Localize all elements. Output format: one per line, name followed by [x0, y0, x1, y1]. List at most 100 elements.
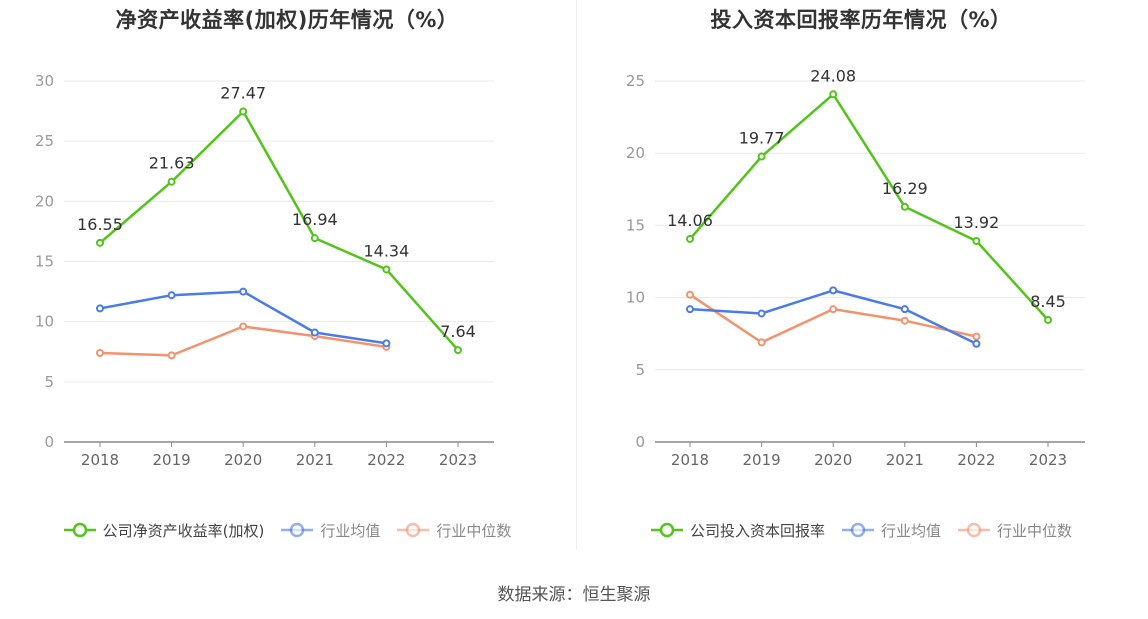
data-point[interactable]	[310, 234, 319, 243]
x-tick-label: 2018	[81, 451, 119, 469]
legend: 公司净资产收益率(加权) 行业均值 行业中位数	[0, 518, 574, 542]
roe-chart-panel: 净资产收益率(加权)历年情况（%） 0 5 10 15 20 25 30 2018 2019 20…	[0, 0, 574, 560]
x-tick-label: 2022	[957, 451, 995, 469]
legend-line-icon	[841, 522, 874, 538]
x-tick-label: 2022	[367, 451, 405, 469]
y-tick-label: 15	[35, 253, 54, 271]
y-tick-label: 20	[626, 144, 645, 162]
x-tick-label: 2021	[886, 451, 924, 469]
data-point[interactable]	[96, 238, 104, 247]
x-tick-label: 2020	[814, 451, 852, 469]
data-point[interactable]	[382, 265, 391, 274]
data-label: 16.55	[77, 215, 123, 234]
roe-plot: 0 5 10 15 20 25 30 2018 2019 2020 2021 2022 2023 16.5…	[35, 72, 494, 469]
series-line	[99, 290, 387, 345]
data-point[interactable]	[167, 291, 176, 300]
y-tick-label: 5	[44, 373, 54, 391]
data-point[interactable]	[829, 305, 838, 314]
chart-title: 投入资本回报率历年情况（%）	[710, 8, 1012, 32]
y-tick-label: 30	[35, 72, 54, 90]
data-label: 16.29	[882, 179, 928, 198]
data-point[interactable]	[310, 328, 319, 337]
legend-line-icon	[397, 522, 430, 538]
series-line	[689, 289, 977, 345]
data-point[interactable]	[96, 348, 104, 357]
legend-item[interactable]: 行业中位数	[396, 520, 511, 541]
data-label: 27.47	[220, 83, 266, 102]
data-point[interactable]	[972, 236, 981, 245]
data-point[interactable]	[757, 309, 766, 318]
data-point[interactable]	[686, 305, 694, 314]
y-tick-label: 0	[44, 433, 54, 451]
data-point[interactable]	[686, 234, 694, 243]
x-tick-label: 2023	[439, 451, 477, 469]
data-point[interactable]	[757, 338, 766, 347]
x-tick-label: 2021	[296, 451, 334, 469]
data-point[interactable]	[829, 90, 838, 99]
legend-label: 行业中位数	[436, 521, 512, 540]
series-line	[99, 325, 387, 357]
series-line	[689, 93, 1049, 321]
y-tick-label: 10	[35, 313, 54, 331]
legend-label: 行业中位数	[997, 521, 1073, 540]
data-point[interactable]	[972, 339, 981, 348]
data-point[interactable]	[382, 339, 391, 348]
data-label: 19.77	[739, 129, 785, 148]
data-label: 7.64	[440, 322, 476, 341]
data-point[interactable]	[239, 107, 248, 116]
data-point[interactable]	[900, 202, 909, 211]
roic-chart-panel: 投入资本回报率历年情况（%） 0 5 10 15 20 25 2018 2019 2020 202…	[574, 0, 1148, 560]
y-tick-label: 25	[35, 132, 54, 150]
y-tick-label: 15	[626, 216, 645, 234]
data-label: 24.08	[810, 66, 856, 85]
series-line	[99, 110, 459, 351]
data-point[interactable]	[686, 290, 694, 299]
data-point[interactable]	[972, 332, 981, 341]
legend-line-icon	[958, 522, 990, 538]
data-label: 16.94	[292, 210, 338, 229]
legend-line-icon	[281, 522, 314, 538]
data-point[interactable]	[900, 316, 909, 325]
data-point[interactable]	[1044, 315, 1052, 324]
data-point[interactable]	[757, 152, 766, 161]
x-tick-label: 2023	[1029, 451, 1067, 469]
data-point[interactable]	[96, 304, 104, 313]
data-label: 21.63	[149, 154, 195, 173]
data-label: 14.34	[363, 241, 409, 260]
legend-item[interactable]: 公司投入资本回报率	[650, 520, 825, 541]
y-tick-label: 20	[35, 192, 54, 210]
legend-item[interactable]: 行业中位数	[957, 520, 1072, 541]
data-source: 数据来源：恒生聚源	[497, 585, 651, 605]
data-point[interactable]	[239, 287, 248, 296]
legend-label: 公司投入资本回报率	[689, 521, 825, 540]
data-label: 8.45	[1030, 292, 1066, 311]
legend-item[interactable]: 行业均值	[280, 520, 380, 541]
legend-item[interactable]: 公司净资产收益率(加权)	[63, 520, 265, 541]
series-line	[689, 293, 977, 344]
data-label: 13.92	[953, 213, 999, 232]
data-point[interactable]	[167, 177, 176, 186]
y-tick-label: 10	[626, 289, 645, 307]
legend-line-icon	[650, 522, 683, 538]
legend-line-icon	[63, 522, 96, 538]
y-tick-label: 25	[626, 72, 645, 90]
data-point[interactable]	[167, 351, 176, 360]
divider	[576, 0, 577, 550]
data-point[interactable]	[454, 346, 462, 355]
legend-label: 行业均值	[320, 521, 381, 540]
y-tick-label: 0	[635, 433, 645, 451]
roic-plot: 0 5 10 15 20 25 2018 2019 2020 2021 2022 2023 14.06 1…	[626, 66, 1085, 469]
legend-item[interactable]: 行业均值	[841, 520, 941, 541]
x-tick-label: 2019	[153, 451, 191, 469]
x-tick-label: 2020	[224, 451, 262, 469]
legend: 公司投入资本回报率 行业均值 行业中位数	[574, 518, 1148, 542]
x-tick-label: 2018	[671, 451, 709, 469]
data-point[interactable]	[900, 305, 909, 314]
legend-label: 公司净资产收益率(加权)	[102, 521, 265, 540]
y-tick-label: 5	[635, 361, 645, 379]
x-tick-label: 2019	[743, 451, 781, 469]
data-point[interactable]	[829, 286, 838, 295]
data-point[interactable]	[239, 322, 248, 331]
legend-label: 行业均值	[880, 521, 941, 540]
chart-title: 净资产收益率(加权)历年情况（%）	[115, 8, 459, 32]
